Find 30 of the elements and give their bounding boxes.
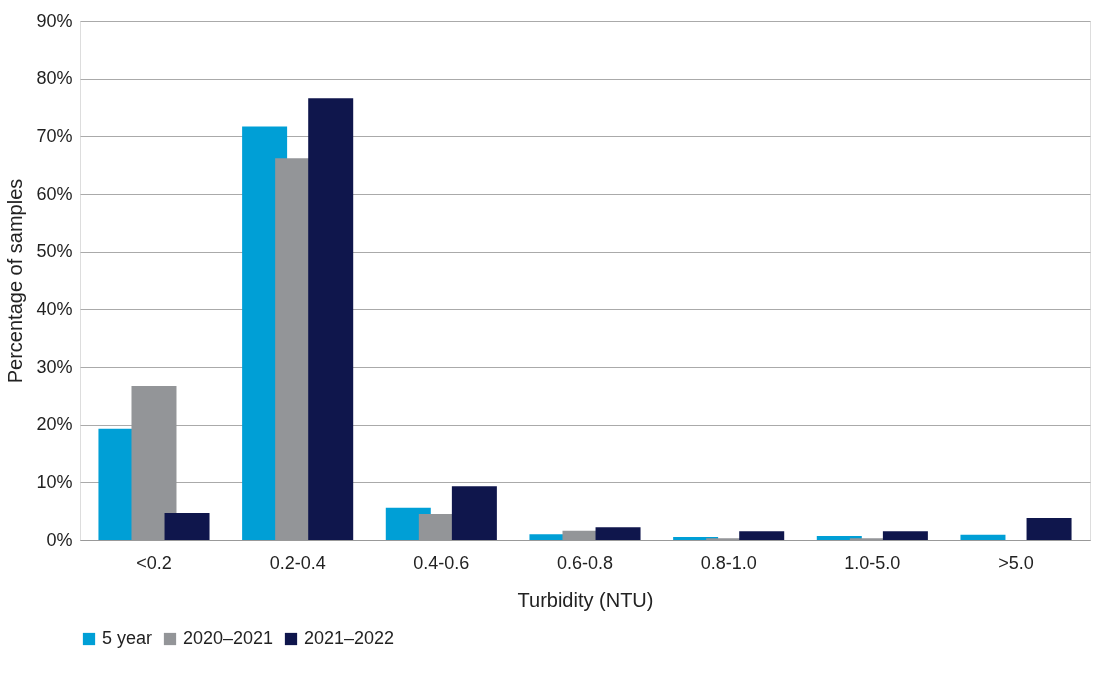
bar [960,534,1006,540]
bar [739,531,785,540]
y-tick-label: 90% [36,10,73,31]
y-tick-label: 30% [36,356,73,377]
y-tick-label: 10% [36,471,73,492]
x-tick-label: 1.0-5.0 [844,552,901,573]
y-tick-label: 50% [36,241,73,262]
legend-label: 2020–2021 [183,628,274,648]
x-tick-label: <0.2 [136,552,172,573]
bar [308,98,354,540]
x-tick-label: >5.0 [998,552,1034,573]
y-tick-label: 20% [36,414,73,435]
x-axis-title: Turbidity (NTU) [517,588,654,611]
bar [1026,518,1072,540]
y-tick-label: 60% [36,183,73,204]
x-tick-label: 0.4-0.6 [413,552,470,573]
x-tick-label: 0.6-0.8 [556,552,614,573]
legend-label: 2021–2022 [304,628,395,648]
bar [164,512,210,540]
y-tick-label: 80% [36,68,73,89]
y-tick-label: 0% [46,529,73,550]
bar [451,486,497,540]
x-tick-label: 0.2-0.4 [269,552,326,573]
x-tick-label: 0.8-1.0 [700,552,757,573]
legend-label: 5 year [102,628,153,648]
y-tick-label: 40% [36,298,73,319]
y-tick-label: 70% [36,125,73,146]
bar [595,527,641,540]
y-axis-title: Percentage of samples [4,178,27,384]
bar [882,531,928,540]
